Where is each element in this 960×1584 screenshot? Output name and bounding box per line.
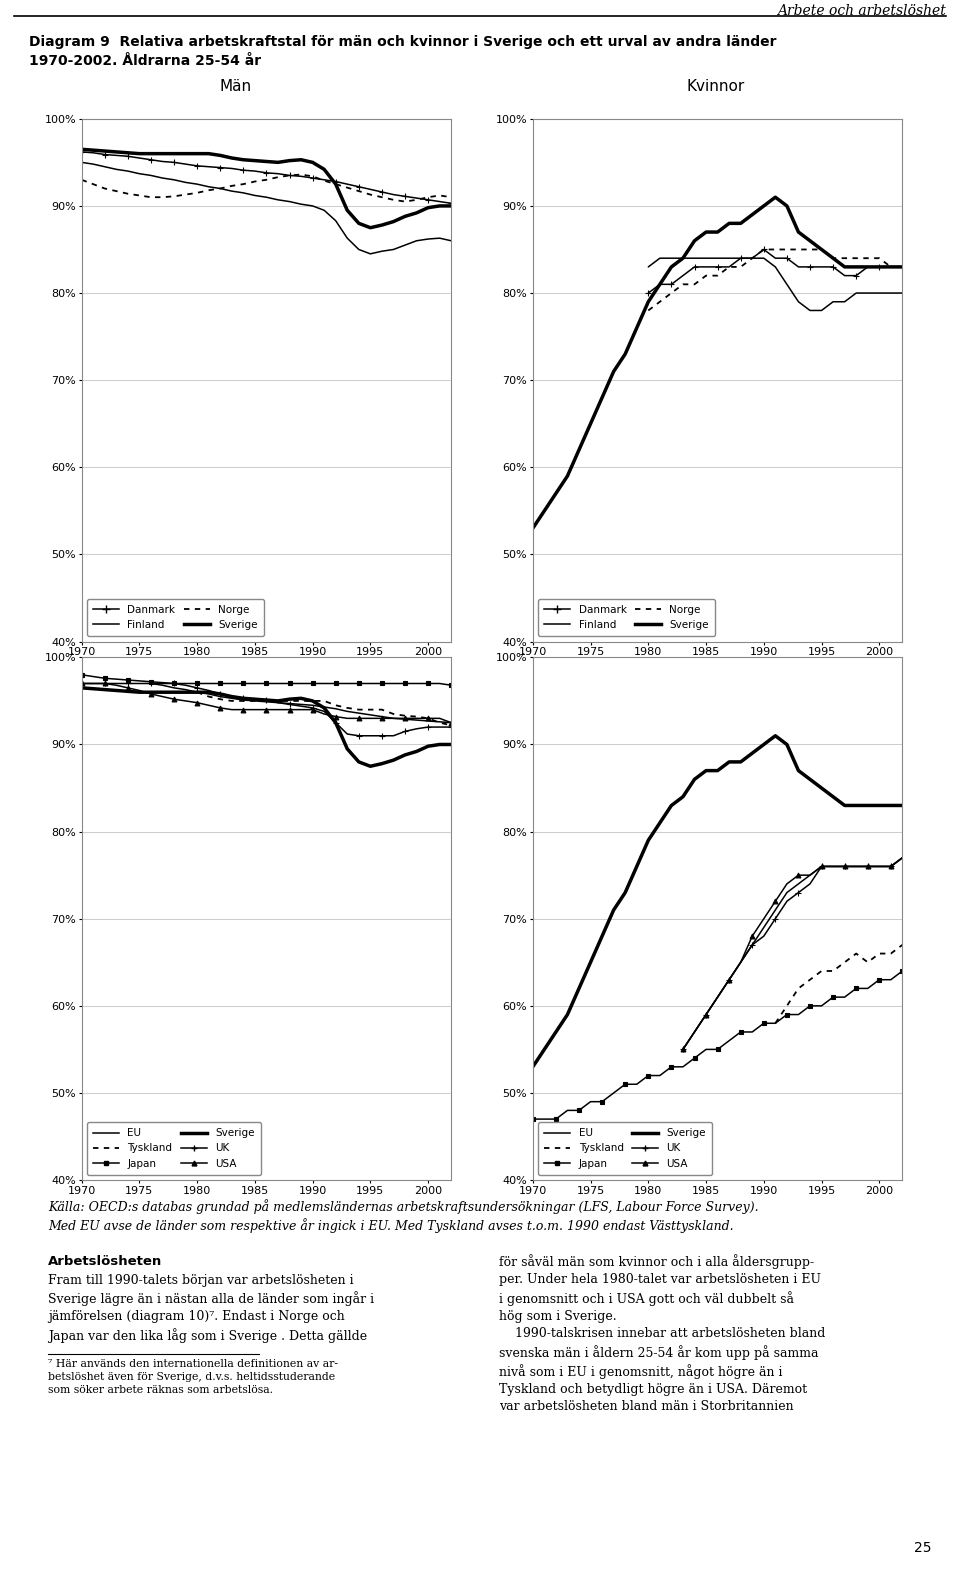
Legend: Danmark, Finland, Norge, Sverige: Danmark, Finland, Norge, Sverige <box>86 599 264 637</box>
Legend: EU, Tyskland, Japan, Sverige, UK, USA: EU, Tyskland, Japan, Sverige, UK, USA <box>86 1121 261 1175</box>
Text: ⁷ Här används den internationella definitionen av ar-
betslöshet även för Sverig: ⁷ Här används den internationella defini… <box>48 1359 338 1396</box>
Text: Kvinnor: Kvinnor <box>686 79 744 93</box>
Text: Arbetslösheten: Arbetslösheten <box>48 1255 162 1267</box>
Text: 25: 25 <box>914 1541 931 1555</box>
Legend: EU, Tyskland, Japan, Sverige, UK, USA: EU, Tyskland, Japan, Sverige, UK, USA <box>538 1121 712 1175</box>
Legend: Danmark, Finland, Norge, Sverige: Danmark, Finland, Norge, Sverige <box>538 599 715 637</box>
Text: Män: Män <box>219 79 252 93</box>
Text: Med EU avse de länder som respektive år ingick i EU. Med Tyskland avses t.o.m. 1: Med EU avse de länder som respektive år … <box>48 1218 733 1232</box>
Text: Arbete och arbetslöshet: Arbete och arbetslöshet <box>777 3 946 17</box>
Text: 1970-2002. Åldrarna 25-54 år: 1970-2002. Åldrarna 25-54 år <box>29 54 261 68</box>
Text: Fram till 1990-talets början var arbetslösheten i
Sverige lägre än i nästan alla: Fram till 1990-talets början var arbetsl… <box>48 1274 374 1343</box>
Text: Diagram 9  Relativa arbetskraftstal för män och kvinnor i Sverige och ett urval : Diagram 9 Relativa arbetskraftstal för m… <box>29 35 777 49</box>
Text: Källa: OECD:s databas grundad på medlemsländernas arbetskraftsundersökningar (LF: Källa: OECD:s databas grundad på medlems… <box>48 1199 758 1213</box>
Text: för såväl män som kvinnor och i alla åldersgrupp-
per. Under hela 1980-talet var: för såväl män som kvinnor och i alla åld… <box>499 1255 826 1413</box>
